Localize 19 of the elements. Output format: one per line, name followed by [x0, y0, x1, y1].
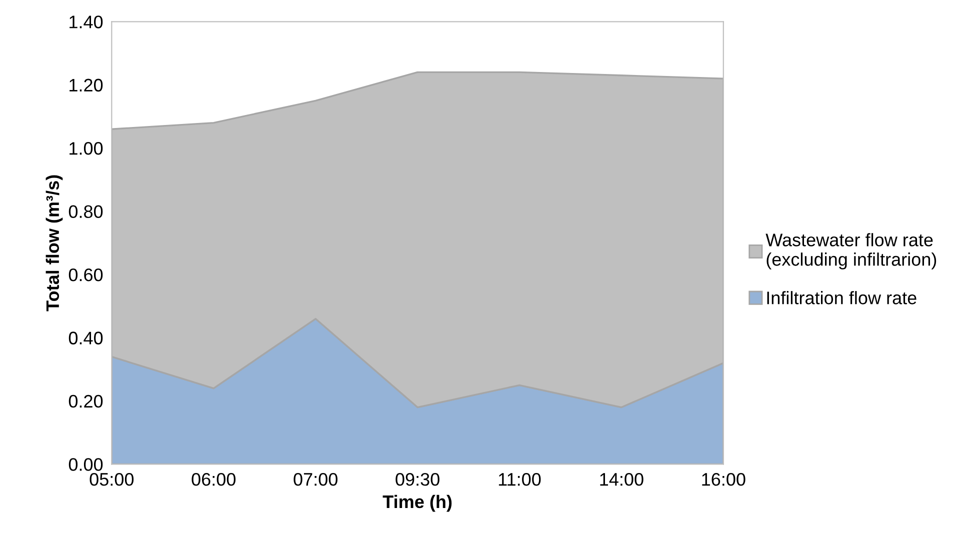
- y-tick-label: 0.00: [68, 458, 103, 471]
- y-tick-label: 0.40: [68, 332, 103, 344]
- legend-label: Wastewater flow rate (excluding infiltrarion): [766, 233, 936, 270]
- y-tick-label: 0.20: [68, 394, 103, 408]
- y-tick-label: 0.80: [68, 205, 103, 218]
- x-tick-label: 05:00: [90, 472, 134, 486]
- x-tick-label: 07:00: [294, 472, 338, 486]
- x-axis-title: Time (h): [382, 494, 452, 512]
- x-tick-label: 09:30: [396, 472, 440, 486]
- x-tick-label: 14:00: [600, 472, 644, 486]
- x-tick-label: 06:00: [192, 472, 236, 486]
- y-axis-title: Total flow (m³/s): [46, 175, 63, 312]
- x-tick-label: 16:00: [702, 472, 746, 486]
- legend-label: Infiltration flow rate: [767, 291, 916, 304]
- y-tick-label: 0.60: [68, 268, 103, 282]
- x-tick-label: 11:00: [498, 472, 541, 486]
- y-tick-label: 1.40: [70, 16, 103, 28]
- y-tick-label: 1.20: [70, 78, 103, 92]
- y-tick-label: 1.00: [70, 142, 103, 155]
